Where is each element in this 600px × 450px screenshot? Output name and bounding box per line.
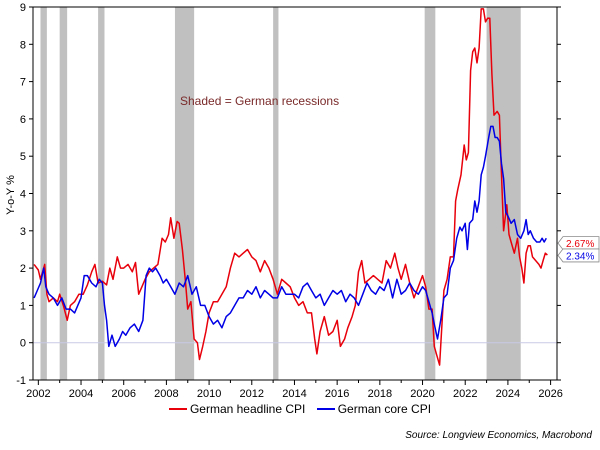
x-tick-label: 2010 bbox=[197, 388, 221, 400]
recession-bar bbox=[174, 7, 195, 380]
source-note: Source: Longview Economics, Macrobond bbox=[405, 430, 592, 441]
legend-label-core: German core CPI bbox=[337, 402, 432, 416]
legend-item-core: German core CPI bbox=[316, 402, 432, 416]
x-tick-label: 2026 bbox=[538, 388, 562, 400]
x-tick-label: 2024 bbox=[496, 388, 520, 400]
plot-border bbox=[32, 6, 558, 381]
recession-shading bbox=[40, 7, 521, 380]
end-value-labels: 2.67%2.34% bbox=[557, 236, 600, 263]
x-tick-label: 2004 bbox=[69, 388, 93, 400]
y-tick-label: 9 bbox=[20, 2, 26, 14]
x-tick-label: 2012 bbox=[240, 388, 264, 400]
x-tick-label: 2022 bbox=[453, 388, 477, 400]
recession-bar bbox=[424, 7, 436, 380]
x-tick-label: 2002 bbox=[26, 388, 50, 400]
recession-bar bbox=[98, 7, 105, 380]
y-tick-label: 5 bbox=[20, 151, 26, 163]
legend: German headline CPI German core CPI bbox=[0, 402, 600, 416]
legend-item-headline: German headline CPI bbox=[168, 402, 306, 416]
x-tick-label: 2016 bbox=[325, 388, 349, 400]
y-axis-label: Y-o-Y % bbox=[5, 175, 17, 215]
end-label-text: 2.67% bbox=[566, 239, 594, 250]
y-tick-label: 6 bbox=[20, 114, 26, 126]
legend-swatch-core bbox=[316, 407, 335, 410]
x-tick-label: 2006 bbox=[111, 388, 135, 400]
plot-area-frame bbox=[32, 6, 558, 381]
y-tick-label: 3 bbox=[20, 226, 26, 238]
legend-label-headline: German headline CPI bbox=[189, 402, 306, 416]
x-tick-label: 2008 bbox=[154, 388, 178, 400]
x-tick-label: 2014 bbox=[282, 388, 306, 400]
legend-swatch-headline bbox=[168, 407, 187, 410]
end-label-box bbox=[557, 248, 600, 263]
x-tick-label: 2018 bbox=[368, 388, 392, 400]
y-tick-label: 4 bbox=[20, 189, 26, 201]
y-tick-label: 2 bbox=[20, 263, 26, 275]
y-tick-label: 0 bbox=[20, 338, 26, 350]
y-tick-label: -1 bbox=[16, 375, 26, 387]
x-tick-label: 2020 bbox=[410, 388, 434, 400]
y-tick-label: 8 bbox=[20, 39, 26, 51]
end-label-text: 2.34% bbox=[566, 251, 594, 262]
end-label-box bbox=[557, 236, 600, 251]
recession-bar bbox=[273, 7, 279, 380]
y-tick-label: 7 bbox=[20, 77, 26, 89]
recession-bar bbox=[40, 7, 47, 380]
recession-bar bbox=[59, 7, 68, 380]
headline-cpi-line bbox=[33, 8, 548, 366]
end-label-headline: 2.67% bbox=[557, 236, 600, 251]
end-label-core: 2.34% bbox=[557, 248, 600, 263]
recession-annotation: Shaded = German recessions bbox=[180, 94, 339, 108]
y-tick-label: 1 bbox=[20, 300, 26, 312]
core-cpi-line bbox=[33, 125, 547, 348]
series-lines bbox=[33, 8, 548, 366]
axis-ticks: -1 0 1 2 3 4 5 6 7 8 9 2002 2004 2006 2008 2010 2012 2014… bbox=[16, 2, 563, 400]
